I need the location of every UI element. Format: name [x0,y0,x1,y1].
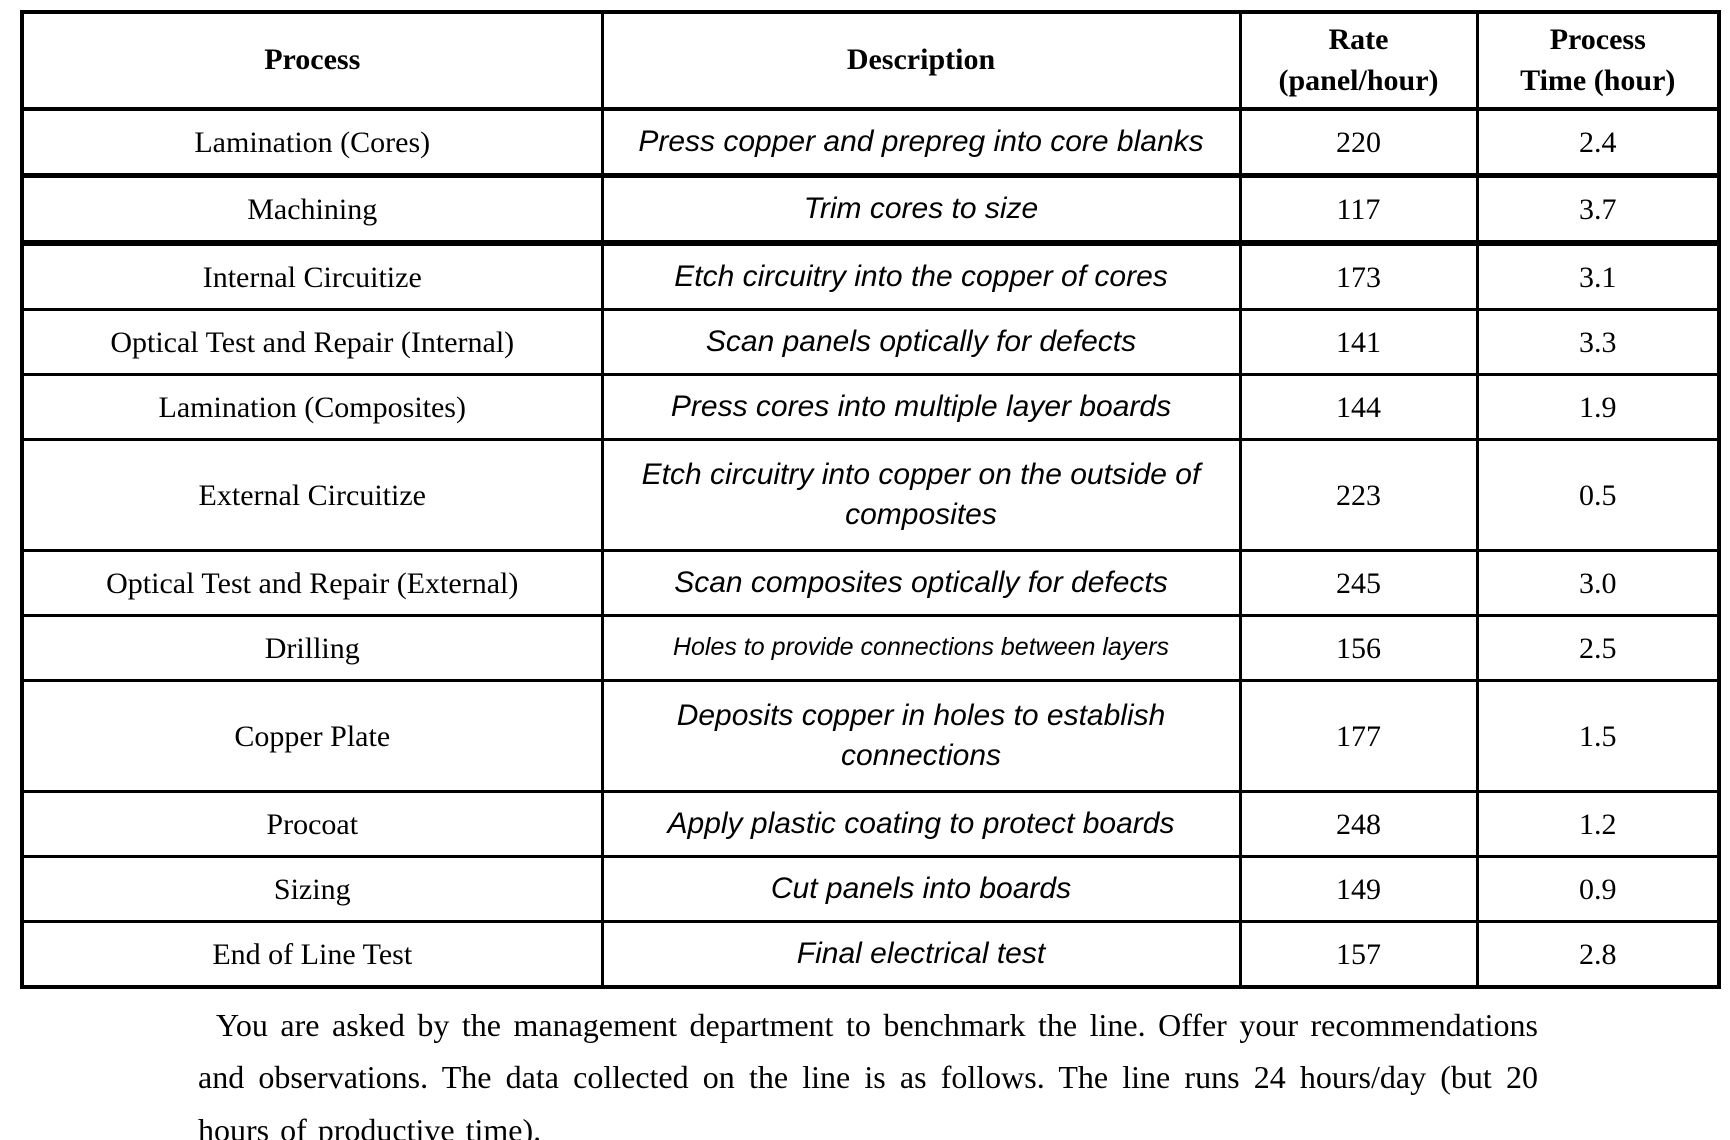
description-cell: Apply plastic coating to protect boards [600,790,1242,858]
process-table: Process Description Rate (panel/hour) Pr… [20,10,1721,989]
column-header-process-time: Process Time (hour) [1475,10,1721,111]
process-time-cell: 3.7 [1475,174,1721,245]
process-time-cell: 2.8 [1475,920,1721,989]
description-cell: Press cores into multiple layer boards [600,373,1242,441]
description-cell: Etch circuitry into the copper of cores [600,241,1242,311]
process-cell: Optical Test and Repair (Internal) [20,308,604,376]
process-time-cell: 2.4 [1475,107,1721,177]
table-row: Procoat Apply plastic coating to protect… [20,790,1721,858]
process-time-cell: 0.5 [1475,438,1721,552]
rate-cell: 144 [1238,373,1479,441]
table-row: Machining Trim cores to size 117 3.7 [20,174,1721,245]
column-header-rate: Rate (panel/hour) [1238,10,1479,111]
rate-cell: 149 [1238,855,1479,923]
process-time-cell: 3.0 [1475,549,1721,617]
process-cell: Drilling [20,614,604,682]
process-cell: Lamination (Composites) [20,373,604,441]
rate-cell: 223 [1238,438,1479,552]
rate-cell: 177 [1238,679,1479,793]
process-time-cell: 2.5 [1475,614,1721,682]
process-cell: Sizing [20,855,604,923]
process-cell: Optical Test and Repair (External) [20,549,604,617]
table-header: Process Description Rate (panel/hour) Pr… [20,10,1721,111]
description-cell: Scan panels optically for defects [600,308,1242,376]
process-cell: Copper Plate [20,679,604,793]
process-cell: Procoat [20,790,604,858]
rate-cell: 141 [1238,308,1479,376]
rate-cell: 248 [1238,790,1479,858]
description-cell: Final electrical test [600,920,1242,989]
process-time-cell: 1.5 [1475,679,1721,793]
description-cell: Cut panels into boards [600,855,1242,923]
table-body: Lamination (Cores) Press copper and prep… [20,107,1721,989]
table-row: Copper Plate Deposits copper in holes to… [20,679,1721,793]
table-row: Sizing Cut panels into boards 149 0.9 [20,855,1721,923]
description-cell: Press copper and prepreg into core blank… [600,107,1242,177]
table-header-row: Process Description Rate (panel/hour) Pr… [20,10,1721,111]
description-cell: Trim cores to size [600,174,1242,245]
benchmark-paragraph: You are asked by the management departme… [198,1007,1538,1140]
process-cell: Internal Circuitize [20,241,604,311]
process-cell: End of Line Test [20,920,604,989]
table-row: End of Line Test Final electrical test 1… [20,920,1721,989]
table-row: Lamination (Cores) Press copper and prep… [20,107,1721,177]
process-time-cell: 1.2 [1475,790,1721,858]
rate-cell: 173 [1238,241,1479,311]
table-row: Optical Test and Repair (Internal) Scan … [20,308,1721,376]
table-row: Lamination (Composites) Press cores into… [20,373,1721,441]
table-row: External Circuitize Etch circuitry into … [20,438,1721,552]
process-cell: External Circuitize [20,438,604,552]
process-cell: Lamination (Cores) [20,107,604,177]
rate-cell: 156 [1238,614,1479,682]
rate-cell: 117 [1238,174,1479,245]
description-cell: Deposits copper in holes to establish co… [600,679,1242,793]
process-time-cell: 3.1 [1475,241,1721,311]
description-cell: Scan composites optically for defects [600,549,1242,617]
process-time-cell: 3.3 [1475,308,1721,376]
process-time-cell: 0.9 [1475,855,1721,923]
description-cell: Etch circuitry into copper on the outsid… [600,438,1242,552]
table-row: Drilling Holes to provide connections be… [20,614,1721,682]
description-cell: Holes to provide connections between lay… [600,614,1242,682]
column-header-description: Description [600,10,1242,111]
column-header-process: Process [20,10,604,111]
process-time-cell: 1.9 [1475,373,1721,441]
rate-cell: 245 [1238,549,1479,617]
rate-cell: 157 [1238,920,1479,989]
table-row: Optical Test and Repair (External) Scan … [20,549,1721,617]
rate-cell: 220 [1238,107,1479,177]
process-cell: Machining [20,174,604,245]
table-row: Internal Circuitize Etch circuitry into … [20,241,1721,311]
